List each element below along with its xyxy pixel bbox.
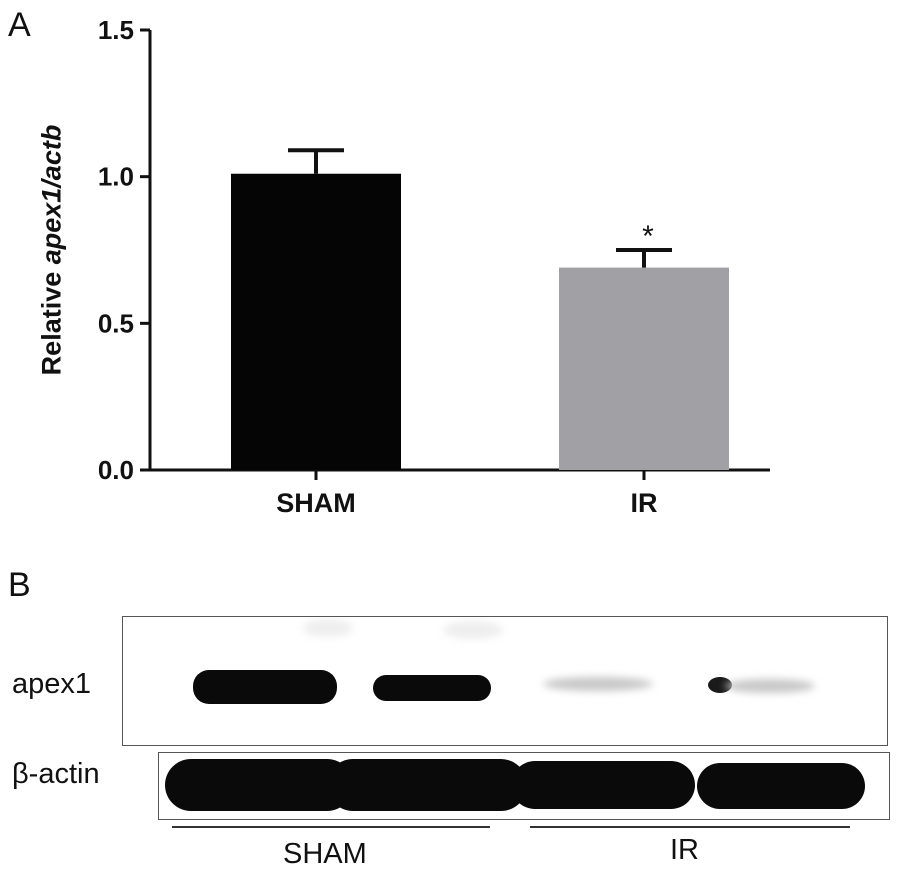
actin-row-label: β-actin	[12, 758, 100, 790]
x-tick-label: IR	[631, 488, 658, 518]
y-tick-label: 0.0	[98, 455, 134, 485]
actin-band-ir-1	[511, 761, 695, 809]
ir-group-label: IR	[670, 834, 699, 866]
significance-asterisk: *	[642, 220, 654, 253]
actin-blot	[158, 752, 890, 820]
panel-b-letter: B	[8, 566, 31, 604]
y-tick-label: 0.5	[98, 308, 134, 338]
apex1-blot	[122, 616, 888, 746]
faint-spot	[303, 619, 353, 637]
actin-band-sham-2	[327, 759, 527, 811]
actin-band-sham-1	[165, 759, 353, 811]
panel-a-letter: A	[8, 6, 31, 44]
apex1-band-sham-2	[373, 675, 491, 701]
bar-chart: 0.0 0.5 1.0 1.5 SHAM IR *	[98, 15, 770, 518]
ir-group-line	[530, 826, 850, 828]
sham-group-label: SHAM	[283, 838, 367, 870]
apex1-band-ir-2	[708, 677, 732, 693]
apex1-band-ir-1	[543, 677, 653, 691]
sham-group-line	[172, 826, 490, 828]
faint-spot	[443, 621, 503, 639]
x-tick-label: SHAM	[276, 488, 356, 518]
apex1-row-label: apex1	[12, 668, 92, 700]
apex1-band-ir-2-tail	[725, 679, 815, 693]
bar-ir	[559, 267, 729, 470]
bar-sham	[231, 173, 401, 470]
y-tick-label: 1.0	[98, 162, 134, 192]
y-tick-label: 1.5	[98, 15, 134, 45]
apex1-band-sham-1	[193, 670, 337, 704]
actin-band-ir-2	[697, 763, 865, 809]
